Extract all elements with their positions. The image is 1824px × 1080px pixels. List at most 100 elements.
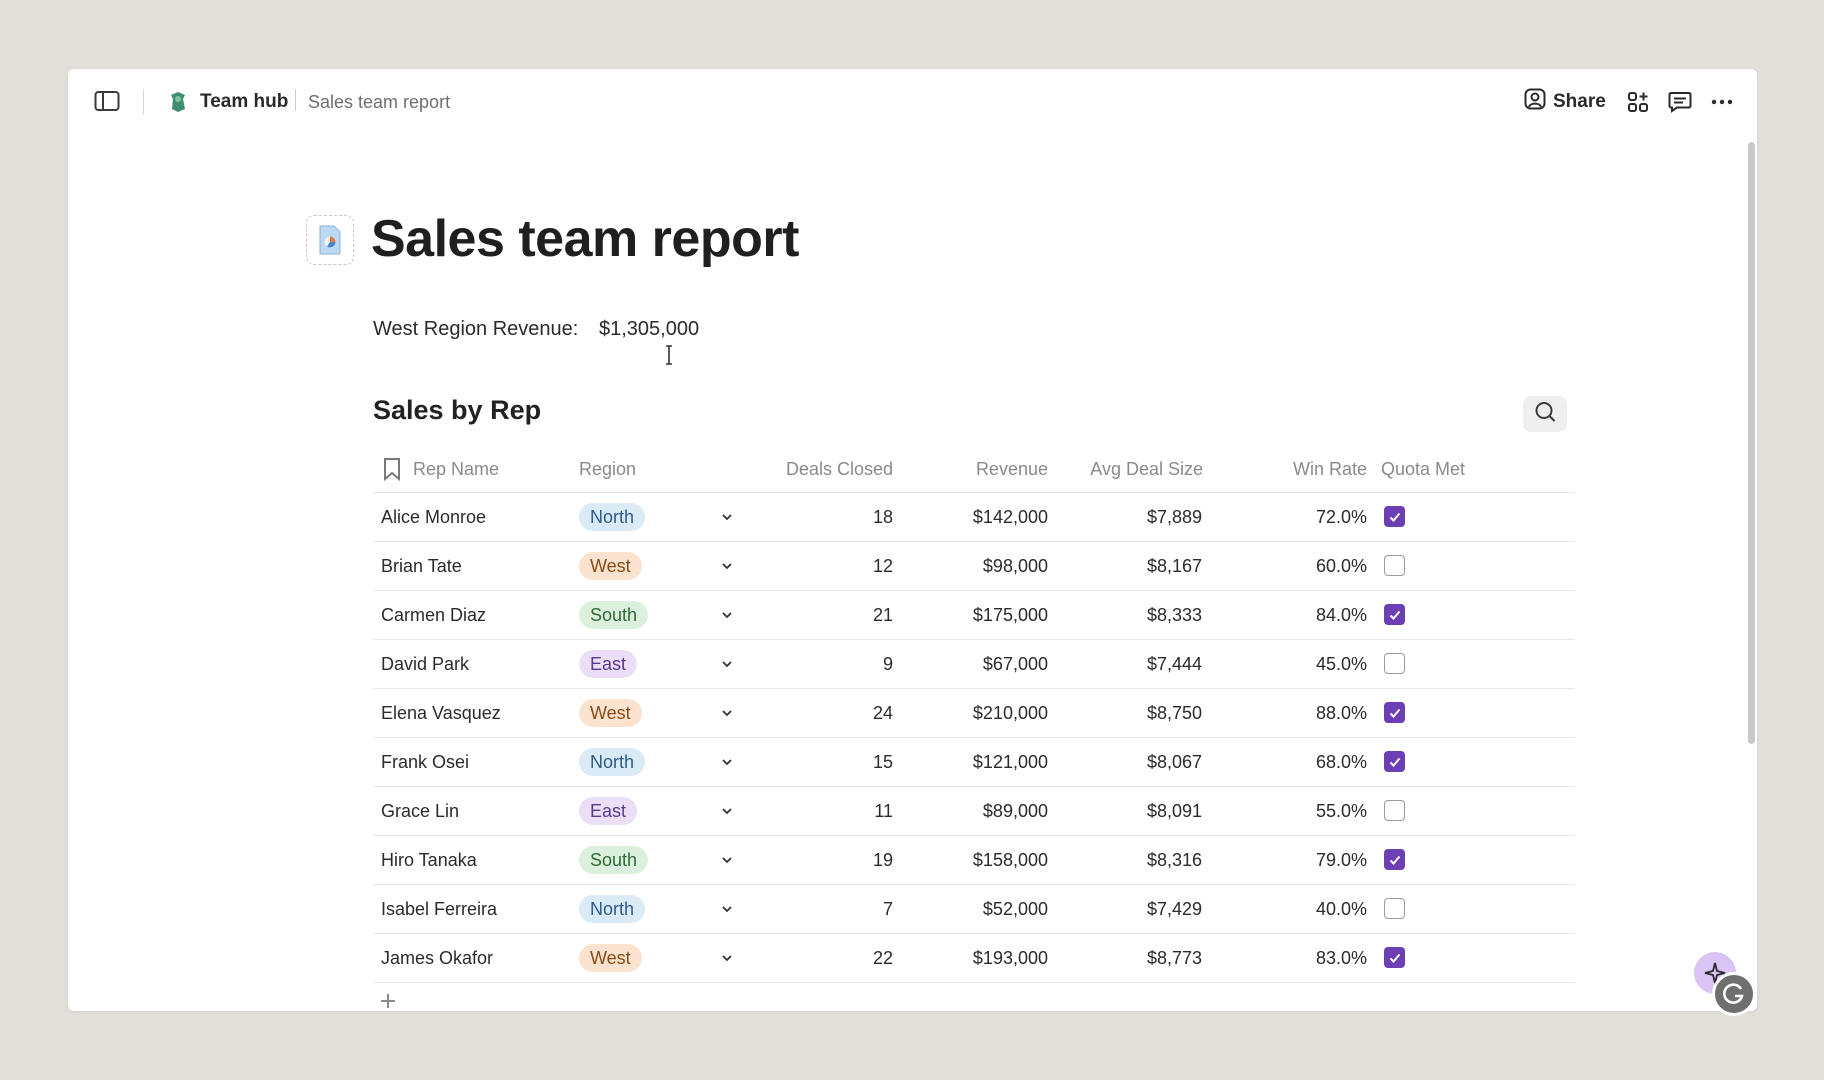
cell-rep-name[interactable]: Frank Osei	[381, 752, 470, 772]
more-horizontal-icon[interactable]	[1709, 89, 1735, 115]
cell-rep-name[interactable]: James Okafor	[381, 948, 494, 968]
chevron-down-icon[interactable]	[718, 802, 736, 820]
cell-avg-deal-size[interactable]: $8,091	[1146, 801, 1202, 821]
breadcrumb-page[interactable]: Sales team report	[308, 92, 451, 112]
cell-rep-name[interactable]: Brian Tate	[381, 556, 462, 576]
plus-icon[interactable]	[380, 993, 396, 1009]
chevron-down-icon[interactable]	[718, 753, 736, 771]
header-avg-deal-size[interactable]: Avg Deal Size	[1090, 459, 1203, 479]
quota-checkbox[interactable]	[1384, 555, 1406, 577]
quota-checkbox[interactable]	[1384, 702, 1406, 724]
cell-region[interactable]: West	[579, 699, 642, 727]
cell-rep-name[interactable]: Elena Vasquez	[381, 703, 501, 723]
cell-avg-deal-size[interactable]: $8,067	[1146, 752, 1202, 772]
cell-revenue[interactable]: $98,000	[982, 556, 1048, 576]
cell-win-rate[interactable]: 68.0%	[1315, 752, 1367, 772]
cell-win-rate[interactable]: 60.0%	[1315, 556, 1367, 576]
cell-deals-closed[interactable]: 15	[872, 752, 893, 772]
cell-revenue[interactable]: $121,000	[972, 752, 1048, 772]
quota-checkbox[interactable]	[1384, 604, 1406, 626]
cell-region[interactable]: North	[579, 748, 646, 776]
chevron-down-icon[interactable]	[718, 851, 736, 869]
sidebar-toggle-icon[interactable]	[94, 90, 120, 112]
cell-revenue[interactable]: $142,000	[972, 507, 1048, 527]
chevron-down-icon[interactable]	[718, 655, 736, 673]
header-revenue[interactable]: Revenue	[975, 459, 1048, 479]
search-button[interactable]	[1523, 396, 1567, 432]
quota-checkbox[interactable]	[1384, 506, 1406, 528]
chevron-down-icon[interactable]	[718, 508, 736, 526]
header-win-rate[interactable]: Win Rate	[1292, 459, 1367, 479]
scrollbar-thumb[interactable]	[1748, 142, 1755, 744]
cell-deals-closed[interactable]: 9	[882, 654, 893, 674]
quota-checkbox[interactable]	[1384, 898, 1406, 920]
cell-deals-closed[interactable]: 19	[872, 850, 893, 870]
chevron-down-icon[interactable]	[718, 606, 736, 624]
cell-revenue[interactable]: $210,000	[972, 703, 1048, 723]
cell-region[interactable]: East	[579, 797, 638, 825]
cell-revenue[interactable]: $67,000	[982, 654, 1048, 674]
cell-win-rate[interactable]: 83.0%	[1315, 948, 1367, 968]
cell-revenue[interactable]: $158,000	[972, 850, 1048, 870]
cell-region[interactable]: West	[579, 552, 642, 580]
chevron-down-icon[interactable]	[718, 949, 736, 967]
cell-avg-deal-size[interactable]: $8,167	[1146, 556, 1202, 576]
cell-avg-deal-size[interactable]: $7,429	[1146, 899, 1202, 919]
header-rep-name[interactable]: Rep Name	[413, 459, 500, 479]
chevron-down-icon[interactable]	[718, 704, 736, 722]
cell-revenue[interactable]: $193,000	[972, 948, 1048, 968]
cell-revenue[interactable]: $175,000	[972, 605, 1048, 625]
cell-avg-deal-size[interactable]: $8,773	[1146, 948, 1202, 968]
chevron-down-icon[interactable]	[718, 557, 736, 575]
cell-region[interactable]: North	[579, 895, 646, 923]
cell-win-rate[interactable]: 79.0%	[1315, 850, 1367, 870]
cell-deals-closed[interactable]: 24	[872, 703, 893, 723]
comment-icon[interactable]	[1667, 89, 1693, 115]
cell-region[interactable]: South	[579, 601, 649, 629]
apps-add-icon[interactable]	[1625, 89, 1651, 115]
cell-region[interactable]: West	[579, 944, 642, 972]
cell-rep-name[interactable]: David Park	[381, 654, 470, 674]
cell-region[interactable]: East	[579, 650, 638, 678]
quota-checkbox[interactable]	[1384, 800, 1406, 822]
cell-rep-name[interactable]: Hiro Tanaka	[381, 850, 477, 870]
cell-win-rate[interactable]: 72.0%	[1315, 507, 1367, 527]
cell-deals-closed[interactable]: 22	[872, 948, 893, 968]
cell-region[interactable]: North	[579, 503, 646, 531]
cell-rep-name[interactable]: Grace Lin	[381, 801, 460, 821]
cell-deals-closed[interactable]: 18	[872, 507, 893, 527]
cell-rep-name[interactable]: Isabel Ferreira	[381, 899, 498, 919]
header-region[interactable]: Region	[579, 459, 637, 479]
cell-revenue[interactable]: $52,000	[982, 899, 1048, 919]
cell-win-rate[interactable]: 55.0%	[1315, 801, 1367, 821]
cell-avg-deal-size[interactable]: $8,750	[1146, 703, 1202, 723]
cell-win-rate[interactable]: 45.0%	[1315, 654, 1367, 674]
cell-deals-closed[interactable]: 7	[882, 899, 893, 919]
cell-deals-closed[interactable]: 12	[872, 556, 893, 576]
share-button[interactable]: Share	[1524, 88, 1606, 116]
cell-avg-deal-size[interactable]: $8,333	[1146, 605, 1202, 625]
cell-avg-deal-size[interactable]: $7,444	[1146, 654, 1202, 674]
revenue-value[interactable]: $1,305,000	[599, 318, 700, 340]
cell-avg-deal-size[interactable]: $7,889	[1146, 507, 1202, 527]
cell-win-rate[interactable]: 88.0%	[1315, 703, 1367, 723]
cell-rep-name[interactable]: Carmen Diaz	[381, 605, 487, 625]
cell-region[interactable]: South	[579, 846, 649, 874]
cell-avg-deal-size[interactable]: $8,316	[1146, 850, 1202, 870]
cell-win-rate[interactable]: 84.0%	[1315, 605, 1367, 625]
quota-checkbox[interactable]	[1384, 947, 1406, 969]
page-chart-icon[interactable]	[306, 215, 354, 265]
quota-checkbox[interactable]	[1384, 653, 1406, 675]
quota-checkbox[interactable]	[1384, 751, 1406, 773]
cell-deals-closed[interactable]: 21	[872, 605, 893, 625]
header-quota-met[interactable]: Quota Met	[1381, 459, 1466, 479]
cell-win-rate[interactable]: 40.0%	[1315, 899, 1367, 919]
cell-deals-closed[interactable]: 11	[874, 801, 893, 821]
chevron-down-icon[interactable]	[718, 900, 736, 918]
cell-rep-name[interactable]: Alice Monroe	[381, 507, 487, 527]
cell-revenue[interactable]: $89,000	[982, 801, 1048, 821]
header-deals-closed[interactable]: Deals Closed	[785, 459, 893, 479]
breadcrumb-workspace[interactable]: Team hub	[200, 91, 289, 112]
grammarly-icon[interactable]	[1712, 972, 1756, 1016]
quota-checkbox[interactable]	[1384, 849, 1406, 871]
